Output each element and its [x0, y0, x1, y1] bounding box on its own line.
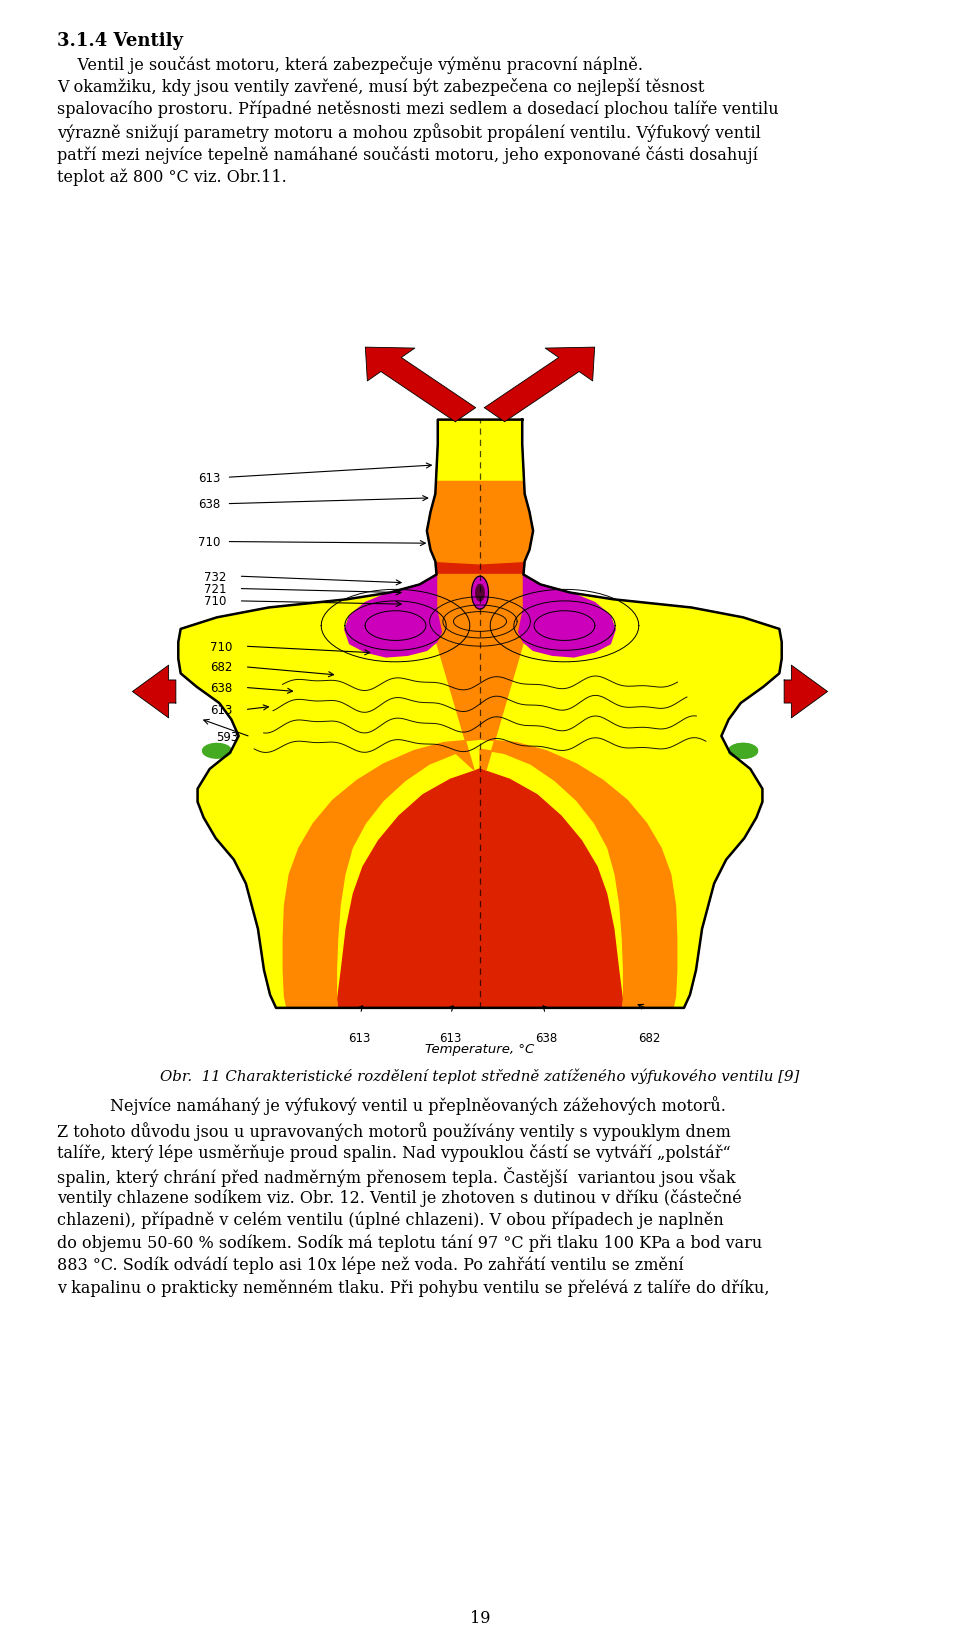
Polygon shape: [179, 420, 781, 1008]
Text: Temperature, °C: Temperature, °C: [425, 1042, 535, 1056]
Text: Z tohoto důvodu jsou u upravovaných motorů používány ventily s vypouklym dnem: Z tohoto důvodu jsou u upravovaných moto…: [57, 1121, 731, 1141]
Polygon shape: [132, 665, 176, 718]
Text: 682: 682: [210, 661, 232, 674]
Text: chlazeni), případně v celém ventilu (úplné chlazeni). V obou případech je naplně: chlazeni), případně v celém ventilu (úpl…: [57, 1211, 724, 1229]
Text: 710: 710: [204, 595, 227, 608]
Text: v kapalinu o prakticky neměnném tlaku. Při pohybu ventilu se přelévá z talíře do: v kapalinu o prakticky neměnném tlaku. P…: [57, 1278, 770, 1296]
Text: Obr.  11 Charakteristické rozdělení teplot středně zatíženého výfukového ventilu: Obr. 11 Charakteristické rozdělení teplo…: [160, 1067, 800, 1083]
Text: 682: 682: [637, 1031, 660, 1044]
Text: 613: 613: [348, 1031, 371, 1044]
Text: V okamžiku, kdy jsou ventily zavřené, musí být zabezpečena co nejlepší těsnost: V okamžiku, kdy jsou ventily zavřené, mu…: [57, 79, 705, 97]
Polygon shape: [476, 585, 484, 602]
Polygon shape: [471, 577, 489, 610]
Text: talíře, který lépe usměrňuje proud spalin. Nad vypouklou částí se vytváří „polst: talíře, který lépe usměrňuje proud spali…: [57, 1144, 731, 1162]
Text: 638: 638: [199, 498, 221, 511]
Text: teplot až 800 °C viz. Obr.11.: teplot až 800 °C viz. Obr.11.: [57, 169, 287, 185]
Text: patří mezi nejvíce tepelně namáhané součásti motoru, jeho exponované části dosah: patří mezi nejvíce tepelně namáhané souč…: [57, 146, 757, 164]
Text: spalovacího prostoru. Případné netěsnosti mezi sedlem a dosedací plochou talíře : spalovacího prostoru. Případné netěsnost…: [57, 102, 779, 118]
Polygon shape: [729, 744, 757, 759]
Polygon shape: [437, 420, 523, 490]
Polygon shape: [518, 575, 615, 657]
Polygon shape: [366, 347, 476, 423]
Text: 613: 613: [198, 472, 221, 485]
Text: 721: 721: [204, 582, 227, 595]
Polygon shape: [203, 744, 231, 759]
Polygon shape: [179, 585, 781, 1008]
Text: Nejvíce namáhaný je výfukový ventil u přeplněovaných zážehových motorů.: Nejvíce namáhaný je výfukový ventil u př…: [110, 1095, 726, 1115]
Polygon shape: [484, 347, 594, 423]
Text: 3.1.4 Ventily: 3.1.4 Ventily: [57, 33, 183, 49]
Polygon shape: [427, 482, 533, 564]
Text: 732: 732: [204, 570, 227, 583]
Text: ventily chlazene sodíkem viz. Obr. 12. Ventil je zhotoven s dutinou v dříku (čás: ventily chlazene sodíkem viz. Obr. 12. V…: [57, 1188, 742, 1206]
Text: 638: 638: [536, 1031, 558, 1044]
Text: 613: 613: [210, 703, 232, 716]
Polygon shape: [345, 575, 442, 657]
Text: do objemu 50-60 % sodíkem. Sodík má teplotu tání 97 °C při tlaku 100 KPa a bod v: do objemu 50-60 % sodíkem. Sodík má tepl…: [57, 1234, 762, 1251]
Text: 613: 613: [439, 1031, 461, 1044]
Text: výrazně snižují parametry motoru a mohou způsobit propálení ventilu. Výfukový ve: výrazně snižují parametry motoru a mohou…: [57, 123, 761, 143]
Polygon shape: [283, 575, 677, 1008]
Text: Ventil je součást motoru, která zabezpečuje výměnu pracovní náplně.: Ventil je součást motoru, která zabezpeč…: [57, 56, 643, 74]
Text: 638: 638: [210, 682, 232, 695]
Polygon shape: [729, 744, 757, 759]
Text: 710: 710: [210, 641, 232, 654]
Text: 19: 19: [469, 1609, 491, 1626]
Text: 710: 710: [198, 536, 221, 549]
Text: spalin, který chrání před nadměrným přenosem tepla. Častější  variantou jsou vša: spalin, který chrání před nadměrným přen…: [57, 1167, 735, 1187]
Polygon shape: [784, 665, 828, 718]
Text: 883 °C. Sodík odvádí teplo asi 10x lépe než voda. Po zahřátí ventilu se změní: 883 °C. Sodík odvádí teplo asi 10x lépe …: [57, 1255, 684, 1274]
Text: 593: 593: [216, 731, 239, 744]
